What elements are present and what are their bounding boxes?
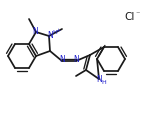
Text: Cl: Cl <box>125 12 135 22</box>
Text: N: N <box>59 55 65 65</box>
Text: N: N <box>48 30 53 39</box>
Text: +: + <box>55 28 61 34</box>
Text: H: H <box>102 80 106 84</box>
Text: N: N <box>97 75 102 84</box>
Text: N: N <box>73 55 79 65</box>
Text: N: N <box>32 27 38 36</box>
Text: H: H <box>52 30 57 35</box>
Text: ⁻: ⁻ <box>136 10 140 19</box>
